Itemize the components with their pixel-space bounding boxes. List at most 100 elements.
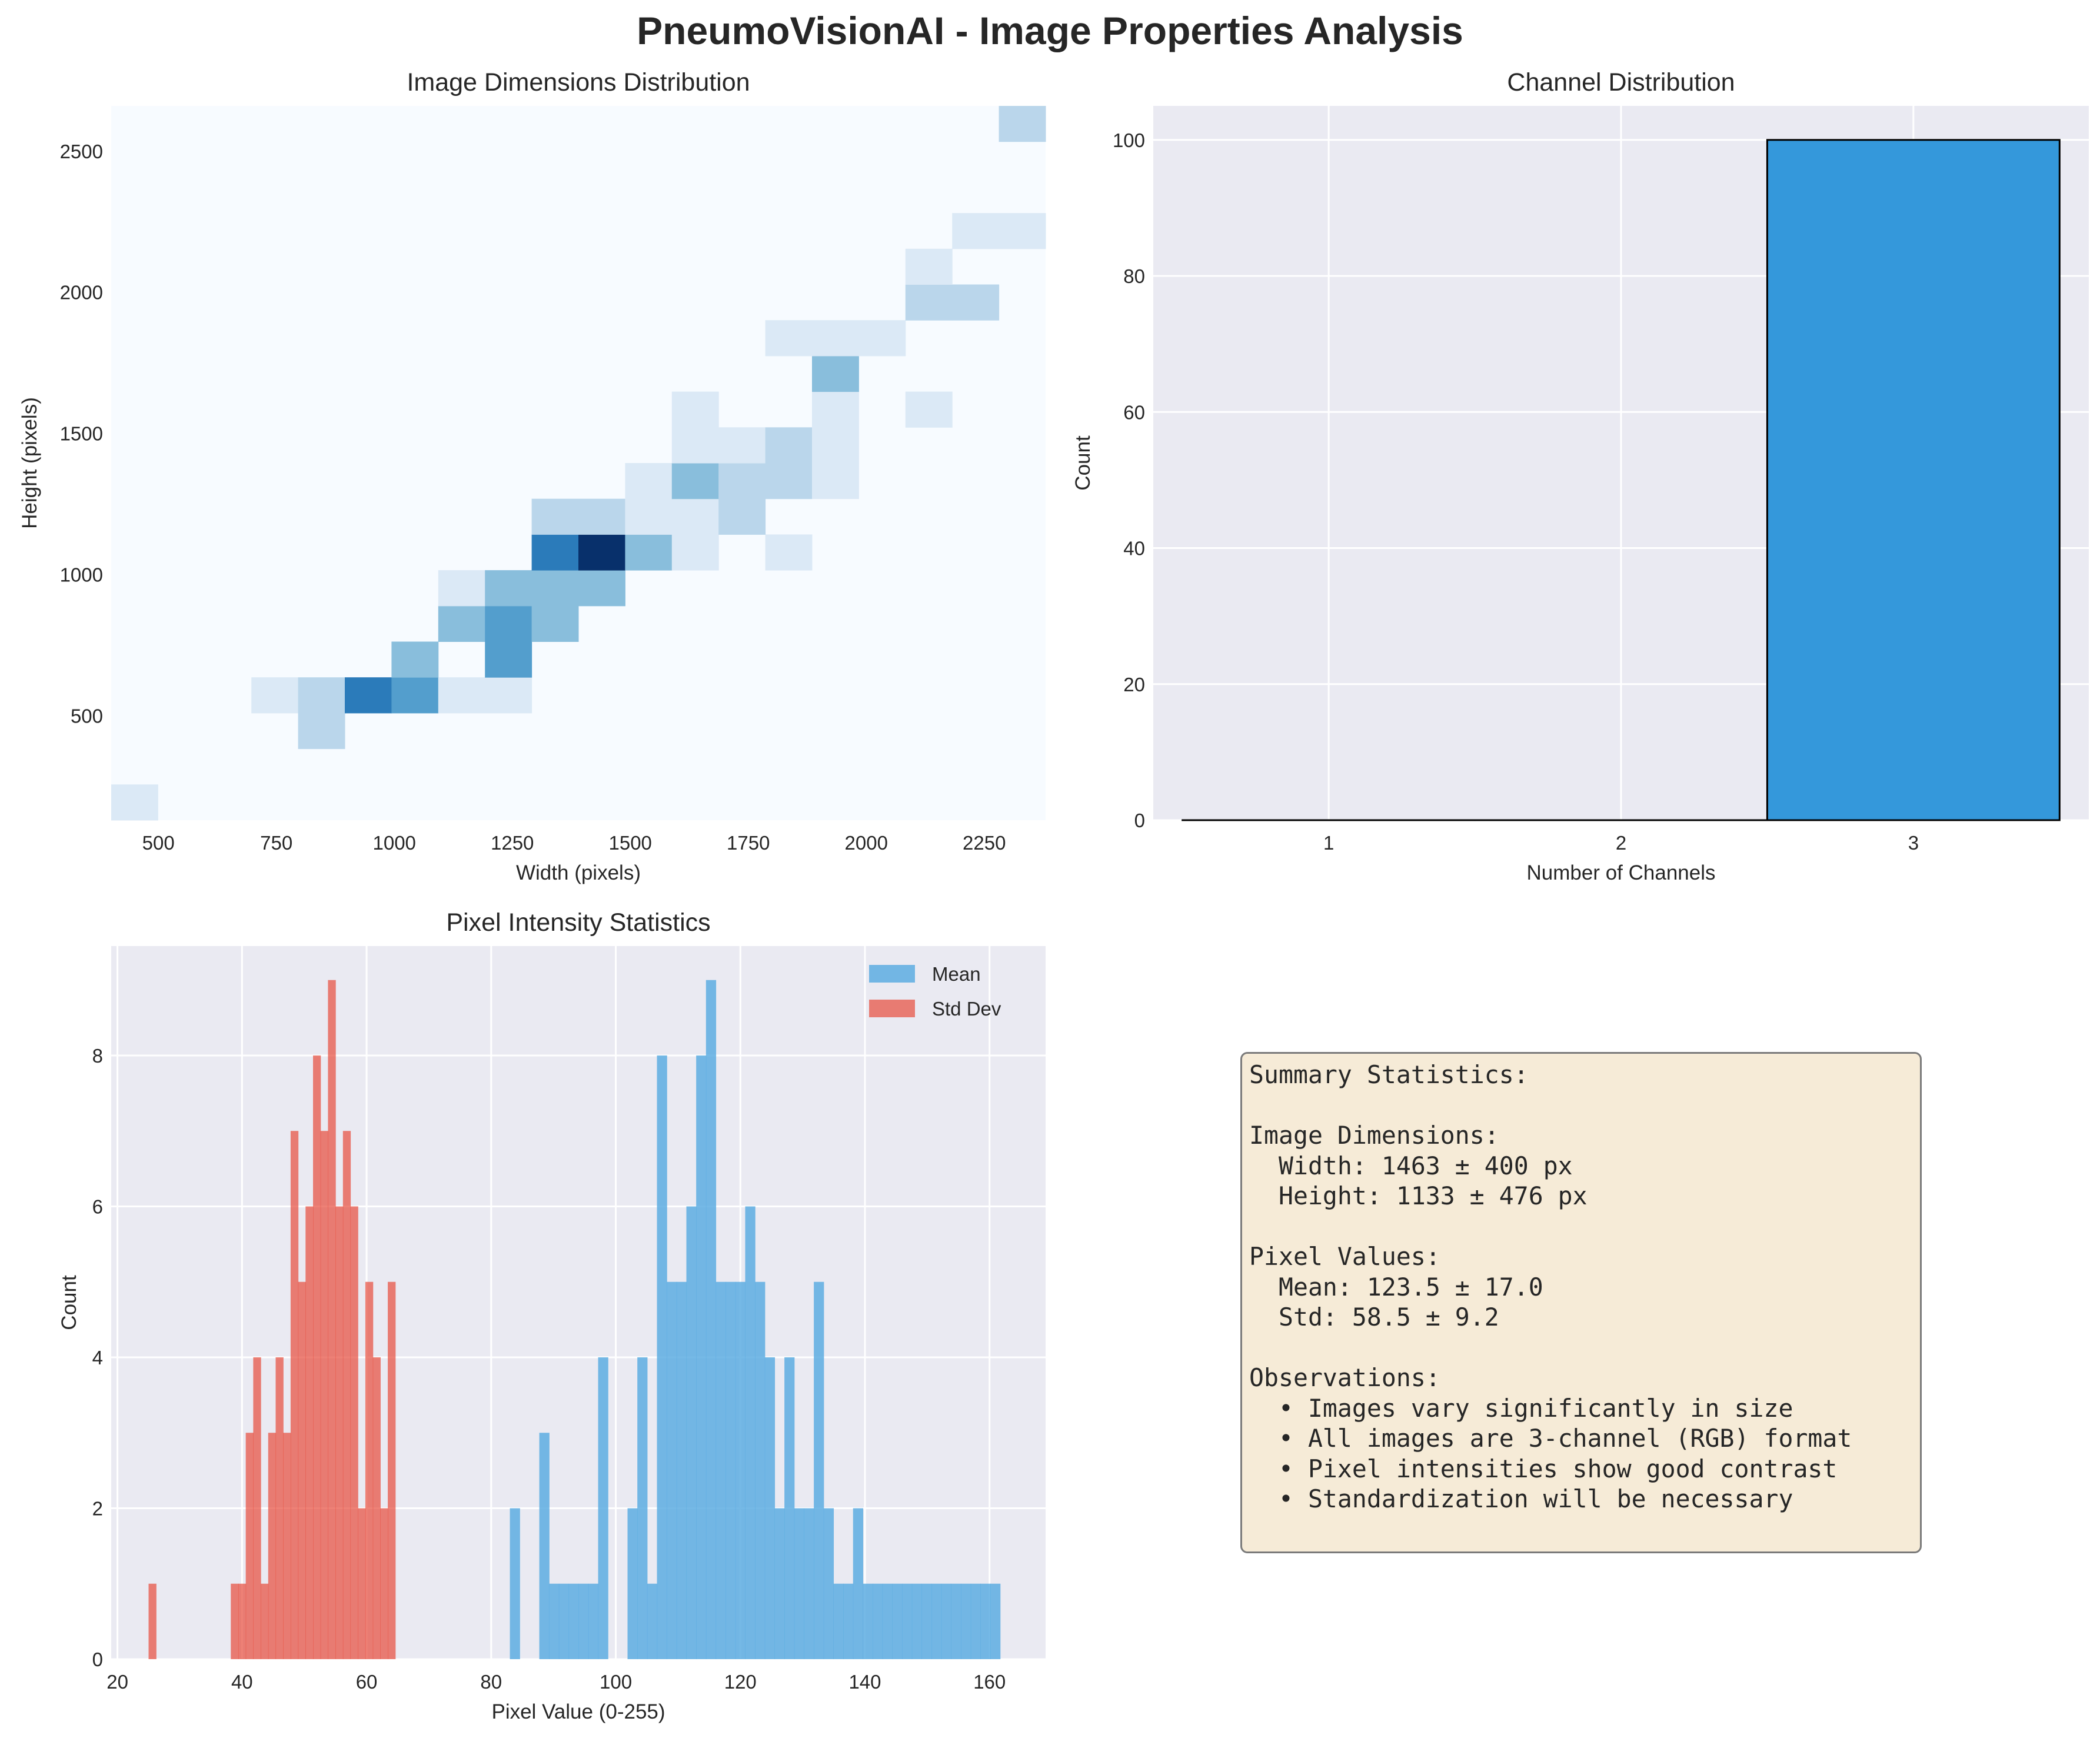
mean-histogram-bar <box>676 1281 687 1659</box>
std-histogram-bar <box>380 1508 388 1659</box>
heatmap-cell <box>718 463 766 500</box>
std-histogram-bar <box>290 1131 299 1659</box>
y-tick-label: 80 <box>1123 265 1145 287</box>
heatmap-cell <box>999 106 1046 142</box>
heatmap-cell <box>718 427 766 464</box>
std-histogram-bar <box>313 1055 321 1659</box>
legend-swatch <box>869 965 915 983</box>
heatmap-cell <box>812 320 859 357</box>
mean-histogram-bar <box>853 1508 864 1659</box>
x-tick-label: 1000 <box>373 832 416 854</box>
heatmap-cell <box>298 712 345 750</box>
mean-histogram-bar <box>510 1508 520 1659</box>
mean-histogram-bar <box>764 1357 776 1659</box>
heatmap-cell <box>111 784 158 821</box>
heatmap-cell <box>531 605 579 642</box>
y-tick-label: 1000 <box>60 564 103 586</box>
mean-histogram-bar <box>735 1281 746 1659</box>
heatmap-cell <box>905 391 953 428</box>
y-tick-label: 1500 <box>60 423 103 445</box>
std-histogram-bar <box>320 1131 329 1659</box>
mean-histogram-bar <box>696 1055 707 1659</box>
heatmap-cell <box>485 677 533 714</box>
heatmap-cell <box>671 427 719 464</box>
heatmap-cell <box>671 391 719 428</box>
heatmap-cell <box>812 355 859 392</box>
heatmap-cell <box>298 677 345 714</box>
y-axis-label: Height (pixels) <box>18 397 41 529</box>
mean-histogram-bar <box>568 1583 579 1659</box>
heatmap-cell <box>765 320 813 357</box>
heatmap-cell <box>952 284 1000 321</box>
y-tick-label: 0 <box>1134 810 1145 831</box>
y-tick-label: 500 <box>71 705 103 727</box>
x-tick-label: 60 <box>356 1671 378 1693</box>
x-axis-label: Pixel Value (0-255) <box>491 1700 665 1723</box>
y-axis-label: Count <box>58 1275 81 1330</box>
x-tick-label: 500 <box>142 832 175 854</box>
heatmap-cell <box>485 570 533 607</box>
heatmap-cell <box>765 463 813 500</box>
channel-bar <box>1766 139 2061 821</box>
heatmap-cell <box>578 570 625 607</box>
mean-histogram-bar <box>823 1508 834 1659</box>
std-histogram-bar <box>388 1281 396 1659</box>
mean-histogram-bar <box>951 1583 961 1659</box>
x-tick-label: 20 <box>107 1671 128 1693</box>
y-tick-label: 2 <box>92 1497 103 1519</box>
legend-label: Mean <box>932 963 981 985</box>
x-tick-label: 100 <box>600 1671 632 1693</box>
mean-histogram-bar <box>843 1583 854 1659</box>
heatmap-cell <box>531 534 579 571</box>
heatmap-cell <box>485 605 533 642</box>
mean-histogram-bar <box>539 1433 550 1659</box>
heatmap-cell <box>578 534 625 571</box>
x-tick-label: 1 <box>1323 832 1334 854</box>
heatmap-cell <box>391 641 439 678</box>
heatmap-cell <box>765 534 813 571</box>
std-histogram-bar <box>283 1433 291 1659</box>
std-histogram-bar <box>261 1583 269 1659</box>
heatmap-cell <box>578 498 625 535</box>
heatmap-cell <box>905 248 953 285</box>
heatmap-cell <box>999 213 1046 249</box>
std-histogram-bar <box>372 1357 381 1659</box>
mean-histogram-bar <box>637 1357 648 1659</box>
heatmap-cell <box>485 641 533 678</box>
mean-histogram-bar <box>784 1357 795 1659</box>
pixel-histogram-panel: 0 2 4 6 8 20 40 60 80 100 120 140 160 Mean Std Dev Pixe… <box>58 908 1046 1723</box>
mean-histogram-bar <box>745 1206 756 1659</box>
mean-histogram-bar <box>755 1281 766 1659</box>
std-histogram-bar <box>238 1583 247 1659</box>
mean-histogram-bar <box>961 1583 971 1659</box>
y-tick-label: 100 <box>1113 129 1145 151</box>
std-histogram-bar <box>298 1281 306 1659</box>
heatmap-cell <box>671 498 719 535</box>
mean-histogram-bar <box>549 1583 560 1659</box>
mean-histogram-bar <box>873 1583 883 1659</box>
heatmap-cell <box>391 677 439 714</box>
mean-histogram-bar <box>686 1206 697 1659</box>
heatmap-cell <box>765 427 813 464</box>
heatmap-cell <box>812 391 859 428</box>
heatmap-cell <box>531 498 579 535</box>
mean-histogram-bar <box>814 1281 824 1659</box>
legend: Mean Std Dev <box>869 963 1001 1020</box>
mean-histogram-bar <box>804 1508 814 1659</box>
y-tick-label: 2000 <box>60 282 103 304</box>
x-axis-label: Number of Channels <box>1527 861 1716 884</box>
mean-histogram-bar <box>911 1583 923 1659</box>
y-tick-label: 40 <box>1123 538 1145 560</box>
std-histogram-bar <box>365 1281 374 1659</box>
heatmap-cell <box>438 677 485 714</box>
heatmap-cell <box>671 463 719 500</box>
channel-bar-panel: 0 20 40 60 80 100 1 2 3 Number of Channels Count Ch… <box>1071 68 2089 884</box>
y-axis-label: Count <box>1071 435 1094 491</box>
x-tick-label: 160 <box>973 1671 1006 1693</box>
legend-label: Std Dev <box>932 998 1001 1020</box>
std-histogram-bar <box>275 1357 284 1659</box>
mean-histogram-bar <box>715 1281 726 1659</box>
x-axis-label: Width (pixels) <box>516 861 641 884</box>
panel-title: Image Dimensions Distribution <box>407 68 750 96</box>
